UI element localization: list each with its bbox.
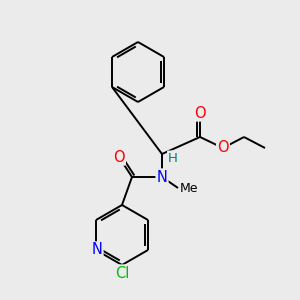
Text: Cl: Cl <box>115 266 129 280</box>
Text: O: O <box>194 106 206 121</box>
Text: H: H <box>168 152 178 164</box>
Text: Me: Me <box>180 182 199 194</box>
Text: O: O <box>113 149 125 164</box>
Text: O: O <box>217 140 229 155</box>
Text: N: N <box>92 242 103 257</box>
Text: N: N <box>157 169 167 184</box>
